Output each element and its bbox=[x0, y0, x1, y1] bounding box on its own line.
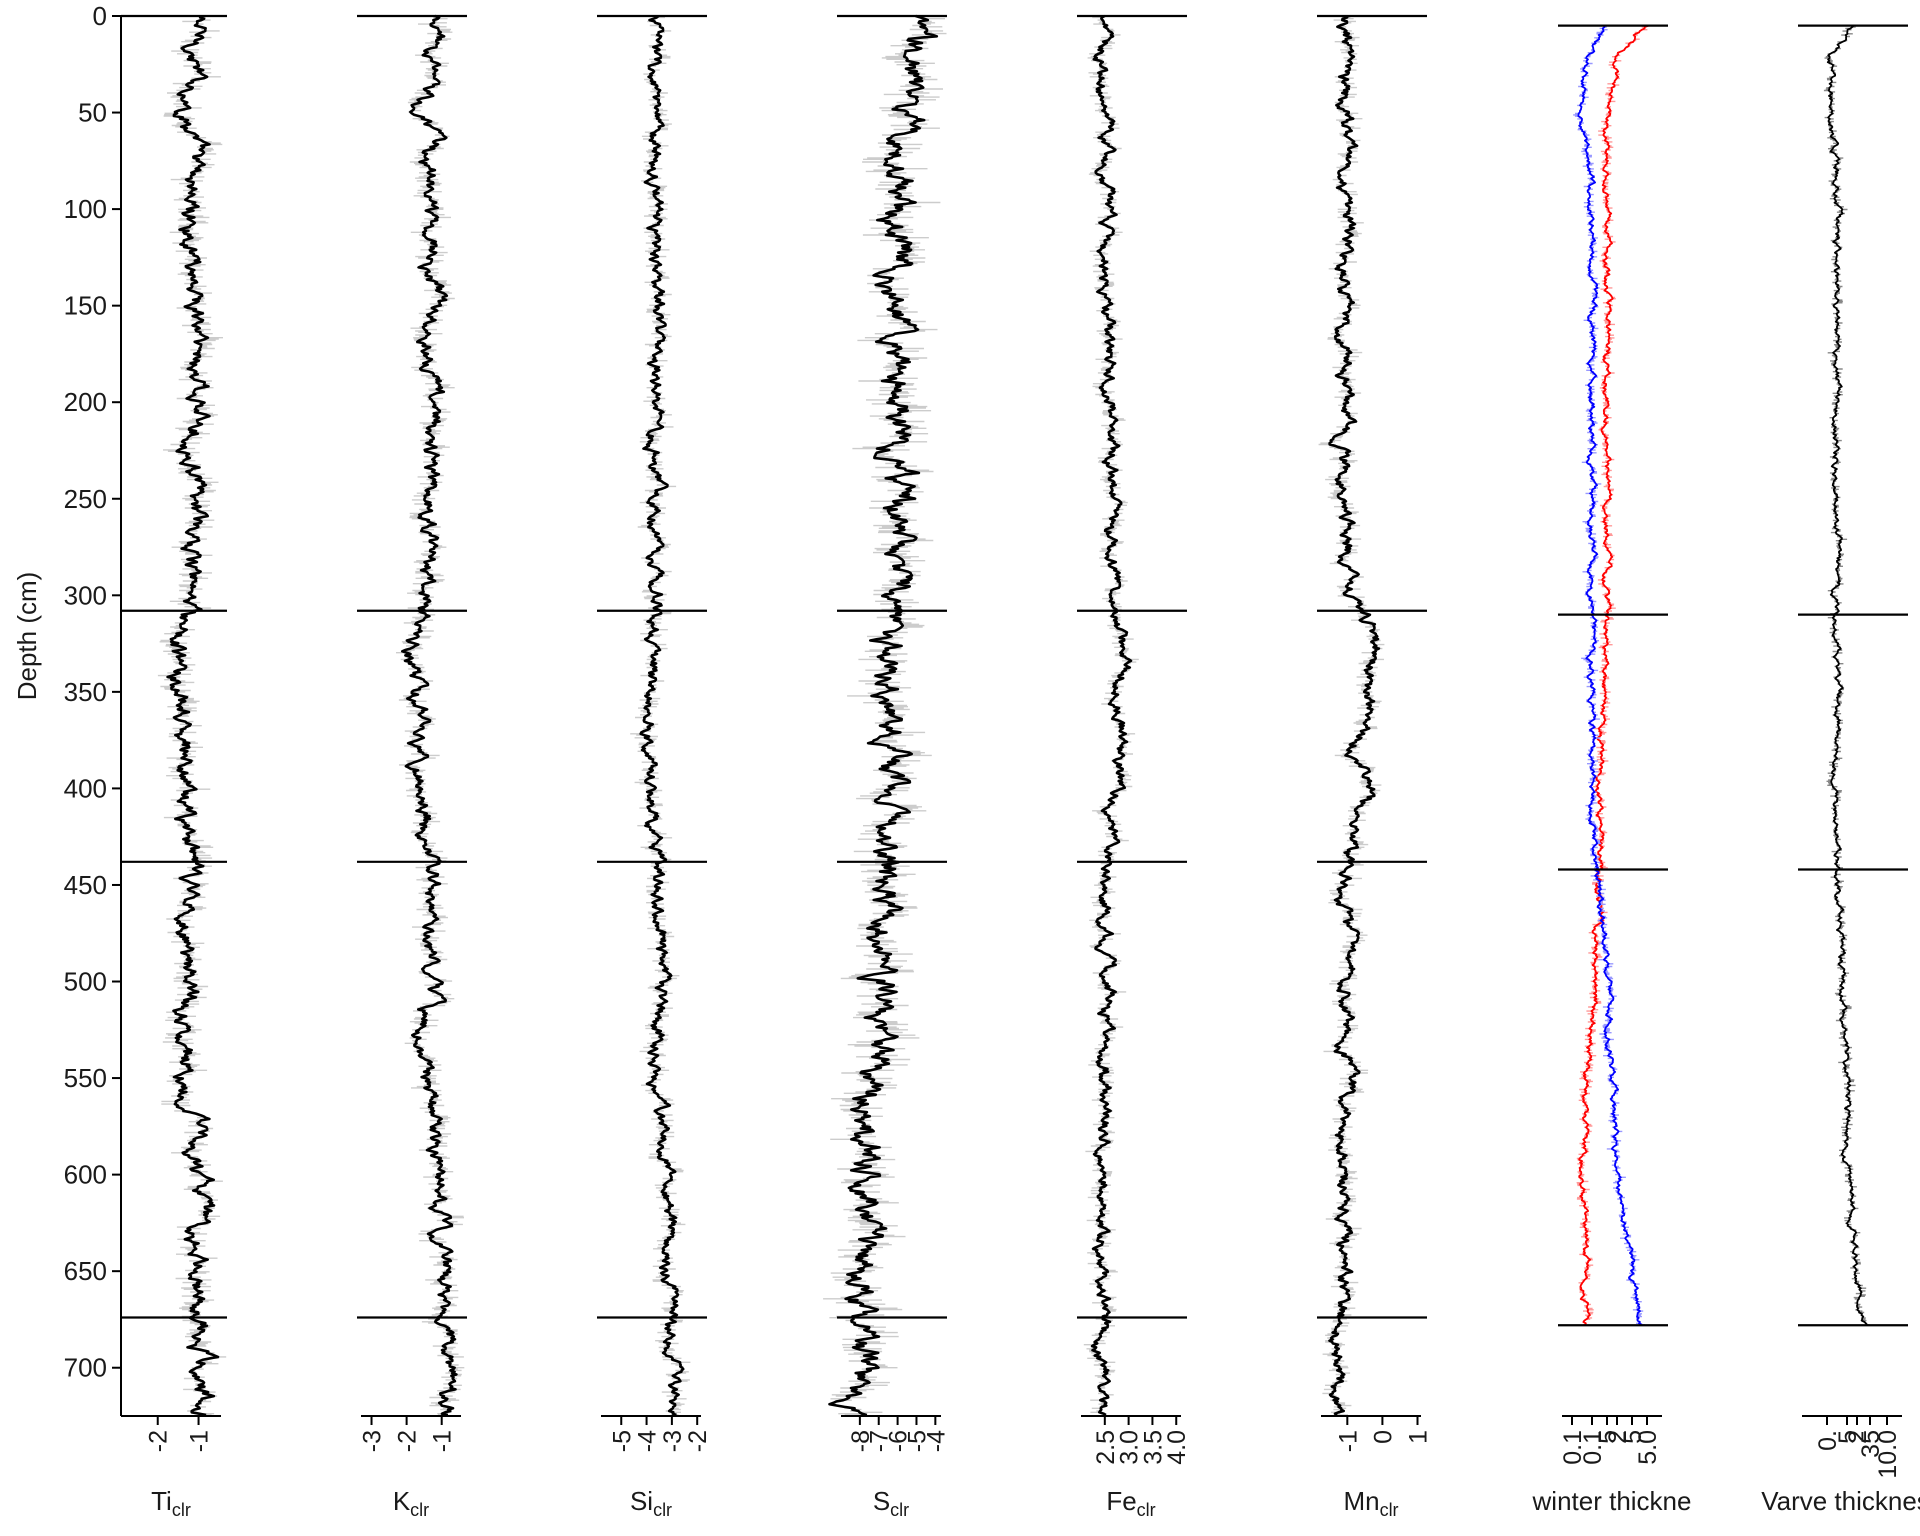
series-wt-1-line bbox=[1577, 25, 1643, 1326]
depth-tick-label: 0 bbox=[93, 1, 107, 31]
depth-tick-label: 250 bbox=[64, 484, 107, 514]
x-tick-label-k: -2 bbox=[394, 1430, 422, 1452]
x-tick-label-mn: 1 bbox=[1404, 1430, 1432, 1444]
x-tick-label-si: -4 bbox=[634, 1430, 662, 1452]
depth-tick-label: 450 bbox=[64, 870, 107, 900]
depth-tick-label: 350 bbox=[64, 677, 107, 707]
x-tick-label-wt: 0.1 bbox=[1559, 1430, 1587, 1465]
x-tick-label-vt: 5 bbox=[1834, 1430, 1862, 1444]
x-tick-label-fe: 4.0 bbox=[1163, 1430, 1191, 1465]
series-vt-0-line bbox=[1826, 25, 1868, 1326]
depth-tick-label: 200 bbox=[64, 387, 107, 417]
x-tick-label-fe: 2.5 bbox=[1092, 1430, 1120, 1465]
series-si-0-line bbox=[639, 14, 685, 1417]
x-tick-label-si: -5 bbox=[608, 1430, 636, 1452]
depth-tick-label: 500 bbox=[64, 967, 107, 997]
panel-mn: -1 0 1 Mnclr bbox=[1317, 14, 1432, 1520]
depth-tick-label: 300 bbox=[64, 580, 107, 610]
x-tick-label-s: -7 bbox=[866, 1430, 894, 1452]
series-fe-0-raw bbox=[1083, 15, 1139, 1416]
x-tick-label-vt: 10.0 bbox=[1874, 1430, 1902, 1479]
panel-si: -5-4-3-2 Siclr bbox=[597, 14, 712, 1520]
depth-tick-label: 100 bbox=[64, 194, 107, 224]
depth-tick-label: 50 bbox=[78, 98, 107, 128]
panel-label-mn: Mnclr bbox=[1343, 1486, 1398, 1520]
depth-axis: 0 50 100 150 200 250 300 350 400 450 500 550 600 650 7… bbox=[12, 1, 122, 1416]
depth-axis-label: Depth (cm) bbox=[12, 572, 42, 701]
x-tick-label-s: -4 bbox=[922, 1430, 950, 1452]
panel-fe: 2.53.03.54.0 Feclr bbox=[1077, 14, 1191, 1520]
depth-tick-label: 550 bbox=[64, 1063, 107, 1093]
x-tick-label-k: -3 bbox=[359, 1430, 387, 1452]
x-tick-label-ti: -1 bbox=[186, 1430, 214, 1452]
x-tick-label-mn: 0 bbox=[1369, 1430, 1397, 1444]
x-tick-label-ti: -2 bbox=[145, 1430, 173, 1452]
x-tick-label-s: -5 bbox=[903, 1430, 931, 1452]
x-tick-label-s: -6 bbox=[885, 1430, 913, 1452]
series-s-0-raw bbox=[823, 15, 947, 1416]
series-s-0-line bbox=[828, 14, 939, 1417]
series-wt-0-line bbox=[1578, 24, 1649, 1326]
x-tick-label-wt: 5.0 bbox=[1634, 1430, 1662, 1465]
depth-tick-label: 650 bbox=[64, 1256, 107, 1286]
x-tick-label-fe: 3.5 bbox=[1139, 1430, 1167, 1465]
x-tick-label-wt: 5 bbox=[1594, 1430, 1622, 1444]
series-mn-0-line bbox=[1328, 15, 1381, 1417]
x-tick-label-mn: -1 bbox=[1334, 1430, 1362, 1452]
series-k-0-line bbox=[401, 14, 458, 1417]
depth-tick-label: 400 bbox=[64, 773, 107, 803]
panel-label-fe: Feclr bbox=[1106, 1486, 1155, 1520]
panel-ti: -2 -1 Ticlr bbox=[121, 14, 227, 1520]
x-tick-label-wt: 5 bbox=[1619, 1430, 1647, 1444]
x-tick-label-wt: 0.1 bbox=[1579, 1430, 1607, 1465]
depth-tick-label: 150 bbox=[64, 291, 107, 321]
panel-s: -8-7-6-5-4 Sclr bbox=[823, 14, 950, 1520]
depth-tick-label: 600 bbox=[64, 1160, 107, 1190]
series-fe-0-line bbox=[1090, 14, 1133, 1417]
x-tick-label-wt: 2 bbox=[1604, 1430, 1632, 1444]
panel-label-ti: Ticlr bbox=[151, 1486, 191, 1520]
x-tick-label-si: -2 bbox=[684, 1430, 712, 1452]
panel-label-k: Kclr bbox=[393, 1486, 429, 1520]
depth-tick-label: 700 bbox=[64, 1353, 107, 1383]
panel-label-si: Siclr bbox=[630, 1486, 672, 1520]
panel-label-wt: winter thickne bbox=[1532, 1486, 1692, 1516]
panel-label-s: Sclr bbox=[873, 1486, 909, 1520]
panel-k: -3 -2 -1 Kclr bbox=[357, 14, 467, 1520]
x-tick-label-s: -8 bbox=[847, 1430, 875, 1452]
series-si-0-raw bbox=[630, 15, 691, 1416]
x-tick-label-si: -3 bbox=[659, 1430, 687, 1452]
x-tick-label-vt: 2 bbox=[1844, 1430, 1872, 1444]
x-tick-label-k: -1 bbox=[429, 1430, 457, 1452]
x-tick-label-vt: 35 bbox=[1857, 1430, 1885, 1458]
panel-label-vt: Varve thickness bbox=[1761, 1486, 1920, 1516]
series-ti-0-line bbox=[166, 16, 220, 1417]
x-tick-label-vt: 0. bbox=[1814, 1430, 1842, 1451]
x-tick-label-fe: 3.0 bbox=[1116, 1430, 1144, 1465]
